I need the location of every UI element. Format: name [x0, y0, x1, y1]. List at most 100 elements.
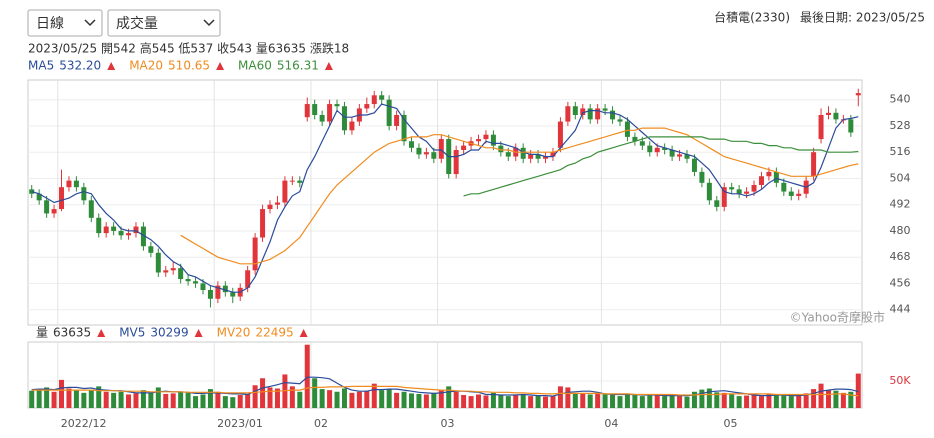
candle-body	[148, 246, 154, 253]
candle-body	[699, 171, 705, 183]
volume-bar	[408, 393, 414, 408]
legend-name: MA5	[28, 59, 54, 73]
volume-bar	[416, 393, 422, 408]
volume-bar	[44, 387, 50, 408]
volume-bar	[714, 392, 720, 408]
indicator-select[interactable]: 成交量	[107, 9, 221, 37]
volume-bar	[550, 396, 556, 408]
candle-body	[341, 106, 347, 131]
volume-bar	[155, 387, 161, 408]
y-tick-label: 516	[890, 145, 911, 158]
volume-bar	[215, 391, 221, 408]
volume-bar	[833, 390, 839, 408]
volume-bar	[401, 391, 407, 408]
candle-body	[431, 152, 437, 159]
volume-bar	[334, 391, 340, 408]
legend-name: MA20	[129, 59, 163, 73]
ma-line	[463, 136, 859, 197]
candle-body	[714, 200, 720, 207]
x-tick-label: 02	[314, 417, 328, 430]
candle-body	[833, 112, 839, 120]
volume-bar	[312, 378, 318, 408]
volume-bar	[148, 392, 154, 408]
volume-bar	[126, 394, 132, 408]
candle-body	[684, 154, 690, 159]
volume-bar	[81, 392, 87, 408]
volume-bar	[848, 391, 854, 408]
candle-body	[773, 171, 779, 183]
volume-bar	[394, 392, 400, 408]
interval-select[interactable]: 日線	[27, 9, 103, 37]
candle-body	[825, 112, 831, 115]
candle-body	[96, 217, 102, 234]
candle-body	[781, 182, 787, 192]
candle-body	[691, 158, 697, 172]
volume-bar	[513, 394, 519, 408]
candle-body	[476, 139, 482, 142]
candle-body	[639, 141, 645, 146]
y-tick-label: 456	[890, 276, 911, 289]
candle-body	[401, 115, 407, 142]
candle-body	[222, 285, 228, 293]
volume-bar	[632, 395, 638, 408]
volume-bar	[73, 390, 79, 408]
legend-arrow	[107, 62, 116, 70]
legend-name: MV5	[119, 326, 145, 340]
x-tick-label: 2023/01	[217, 417, 263, 430]
candle-body	[565, 106, 571, 122]
y-tick-label: 50K	[889, 374, 911, 387]
volume-bar	[431, 392, 437, 408]
candle-body	[289, 180, 295, 182]
volume-bar	[96, 386, 102, 408]
volume-bar	[825, 390, 831, 408]
candle-body	[416, 147, 422, 155]
candle-body	[319, 115, 325, 122]
volume-bar	[36, 389, 42, 408]
candle-body	[118, 230, 124, 236]
legend-arrow	[216, 62, 225, 70]
volume-bar	[423, 394, 429, 408]
volume-bar	[490, 392, 496, 408]
volume-bar	[453, 391, 459, 408]
candle-body	[490, 134, 496, 146]
candle-body	[304, 104, 310, 118]
volume-bar	[557, 386, 563, 408]
candle-body	[543, 156, 549, 159]
volume-bar	[237, 395, 243, 408]
candle-body	[535, 154, 541, 159]
candle-body	[766, 171, 772, 177]
candle-body	[610, 110, 616, 120]
candle-body	[334, 104, 340, 107]
candle-body	[260, 209, 266, 238]
candle-body	[848, 119, 854, 133]
candle-body	[364, 104, 370, 109]
candle-body	[207, 290, 213, 299]
volume-bar	[818, 383, 824, 408]
volume-bar	[297, 391, 303, 408]
select-box[interactable]	[27, 9, 103, 37]
candle-body	[245, 270, 251, 288]
candle-body	[267, 204, 273, 210]
volume-bar	[684, 396, 690, 408]
select-box[interactable]	[107, 9, 221, 37]
candle-body	[51, 209, 57, 214]
candle-body	[677, 154, 683, 157]
candle-body	[706, 182, 712, 201]
candle-body	[185, 279, 191, 282]
candle-body	[758, 176, 764, 185]
volume-bar	[356, 391, 362, 408]
candle-body	[632, 136, 638, 142]
candle-body	[140, 226, 146, 247]
volume-bar	[207, 389, 213, 408]
volume-bar	[371, 383, 377, 408]
select-text: 日線	[36, 16, 64, 32]
candle-body	[103, 226, 109, 234]
candle-body	[178, 268, 184, 280]
candle-body	[721, 187, 727, 207]
watermark: ©Yahoo奇摩股市	[790, 310, 885, 325]
volume-bar	[505, 396, 511, 408]
chevron	[84, 19, 96, 27]
candle-body	[394, 115, 400, 126]
volume-bar	[535, 395, 541, 408]
legend-name: 量	[36, 326, 48, 340]
